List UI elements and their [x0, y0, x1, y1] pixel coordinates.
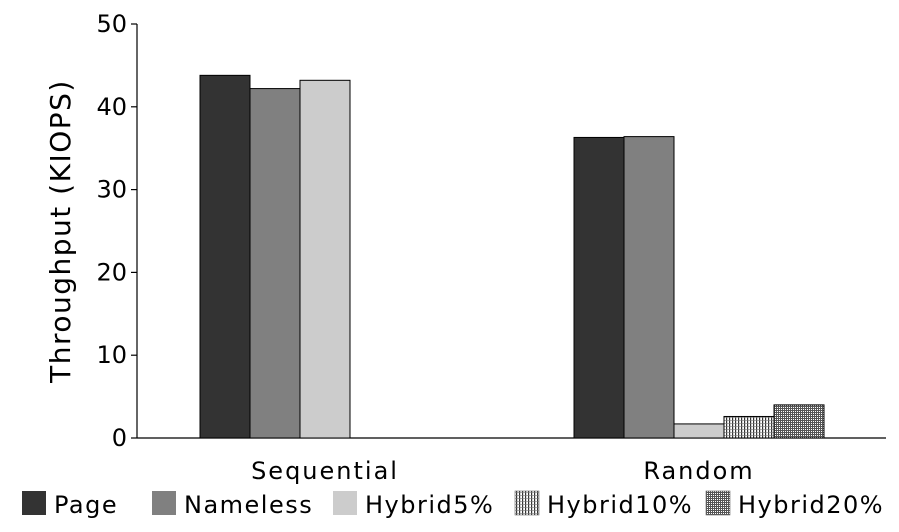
y-axis-label: Throughput (KIOPS) — [44, 79, 77, 384]
legend-label: Hybrid10% — [547, 491, 693, 519]
bar-page-random — [573, 136, 625, 439]
y-tick-label: 40 — [96, 93, 127, 121]
y-tick-label: 0 — [112, 424, 127, 452]
legend-label: Page — [54, 491, 118, 519]
x-category-label: Sequential — [251, 457, 399, 485]
bar-hybrid5-random — [673, 423, 725, 439]
chart-legend: Page Nameless Hybrid5% Hybrid10% Hybrid20% — [22, 490, 884, 519]
legend-swatch — [152, 491, 176, 515]
legend-swatch — [22, 491, 46, 515]
bar-hybrid5-sequential — [299, 79, 351, 439]
bar-hybrid20-random — [773, 404, 825, 439]
legend-swatch — [705, 490, 731, 516]
legend-label: Hybrid5% — [365, 491, 494, 519]
legend-swatch — [514, 490, 540, 516]
legend-label: Nameless — [184, 491, 313, 519]
x-category-label: Random — [643, 457, 754, 485]
legend-swatch — [333, 491, 357, 515]
bar-nameless-random — [623, 136, 675, 439]
chart-bars — [199, 74, 825, 439]
legend-label: Hybrid20% — [738, 491, 884, 519]
chart-labels: 0 10 20 30 40 50 Throughput (KIOPS) Sequential R… — [44, 10, 754, 485]
bar-hybrid10-random — [723, 415, 775, 439]
bar-nameless-sequential — [249, 88, 301, 439]
y-tick-label: 30 — [96, 176, 127, 204]
y-tick-label: 50 — [96, 10, 127, 38]
bar-page-sequential — [199, 74, 251, 439]
y-tick-label: 10 — [96, 341, 127, 369]
y-tick-label: 20 — [96, 258, 127, 286]
